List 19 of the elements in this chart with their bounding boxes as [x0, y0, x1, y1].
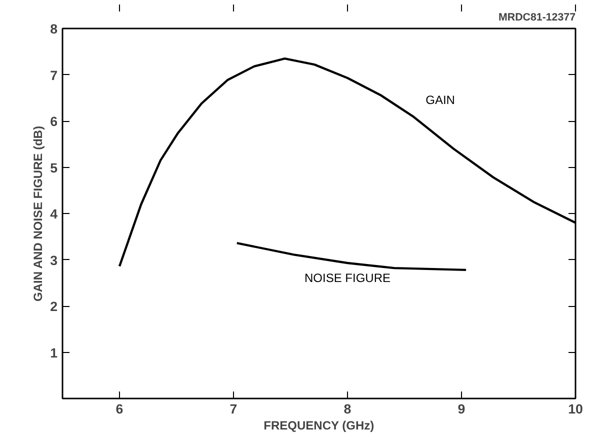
y-tick-label: 3 [50, 252, 58, 268]
y-axis-title: GAIN AND NOISE FIGURE (dB) [31, 126, 46, 302]
y-tick-label: 4 [50, 206, 58, 222]
line-series [236, 242, 468, 272]
y-tick-label: 1 [50, 345, 58, 360]
x-axis-title: FREQUENCY (GHz) [264, 418, 374, 432]
text: MRDC81-12377 [498, 12, 576, 24]
y-tick-label: 7 [50, 68, 58, 83]
y-tick-label: 8 [50, 22, 58, 36]
y-tick-label: 6 [50, 114, 58, 129]
x-tick-label: 10 [568, 402, 583, 416]
x-tick-label: 8 [344, 402, 352, 416]
y-tick-label: 2 [50, 299, 58, 314]
x-tick-label: 7 [230, 402, 238, 416]
series-label: GAIN [426, 92, 455, 107]
y-tick-label: 5 [50, 160, 58, 176]
x-tick-label: 9 [458, 402, 466, 416]
series-label: NOISE FIGURE [304, 270, 391, 285]
x-tick-label: 6 [116, 402, 124, 416]
